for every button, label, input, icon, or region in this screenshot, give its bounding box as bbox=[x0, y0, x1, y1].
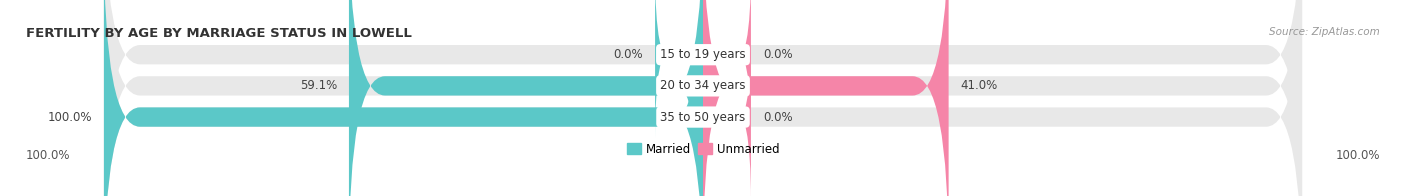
Text: 20 to 34 years: 20 to 34 years bbox=[661, 79, 745, 92]
FancyBboxPatch shape bbox=[104, 0, 1302, 196]
Text: Source: ZipAtlas.com: Source: ZipAtlas.com bbox=[1270, 27, 1379, 37]
FancyBboxPatch shape bbox=[703, 0, 949, 196]
Text: 100.0%: 100.0% bbox=[27, 149, 70, 162]
Text: 0.0%: 0.0% bbox=[613, 48, 643, 61]
FancyBboxPatch shape bbox=[104, 0, 1302, 196]
Text: 0.0%: 0.0% bbox=[763, 48, 793, 61]
Text: 35 to 50 years: 35 to 50 years bbox=[661, 111, 745, 123]
FancyBboxPatch shape bbox=[703, 0, 751, 139]
Legend: Married, Unmarried: Married, Unmarried bbox=[621, 138, 785, 160]
FancyBboxPatch shape bbox=[104, 0, 703, 196]
Text: 15 to 19 years: 15 to 19 years bbox=[661, 48, 745, 61]
Text: 0.0%: 0.0% bbox=[763, 111, 793, 123]
Text: 59.1%: 59.1% bbox=[299, 79, 337, 92]
Text: 100.0%: 100.0% bbox=[1336, 149, 1379, 162]
Text: 100.0%: 100.0% bbox=[48, 111, 91, 123]
FancyBboxPatch shape bbox=[349, 0, 703, 196]
Text: 41.0%: 41.0% bbox=[960, 79, 998, 92]
Text: FERTILITY BY AGE BY MARRIAGE STATUS IN LOWELL: FERTILITY BY AGE BY MARRIAGE STATUS IN L… bbox=[27, 27, 412, 40]
FancyBboxPatch shape bbox=[104, 0, 1302, 196]
FancyBboxPatch shape bbox=[703, 33, 751, 196]
FancyBboxPatch shape bbox=[655, 0, 703, 139]
